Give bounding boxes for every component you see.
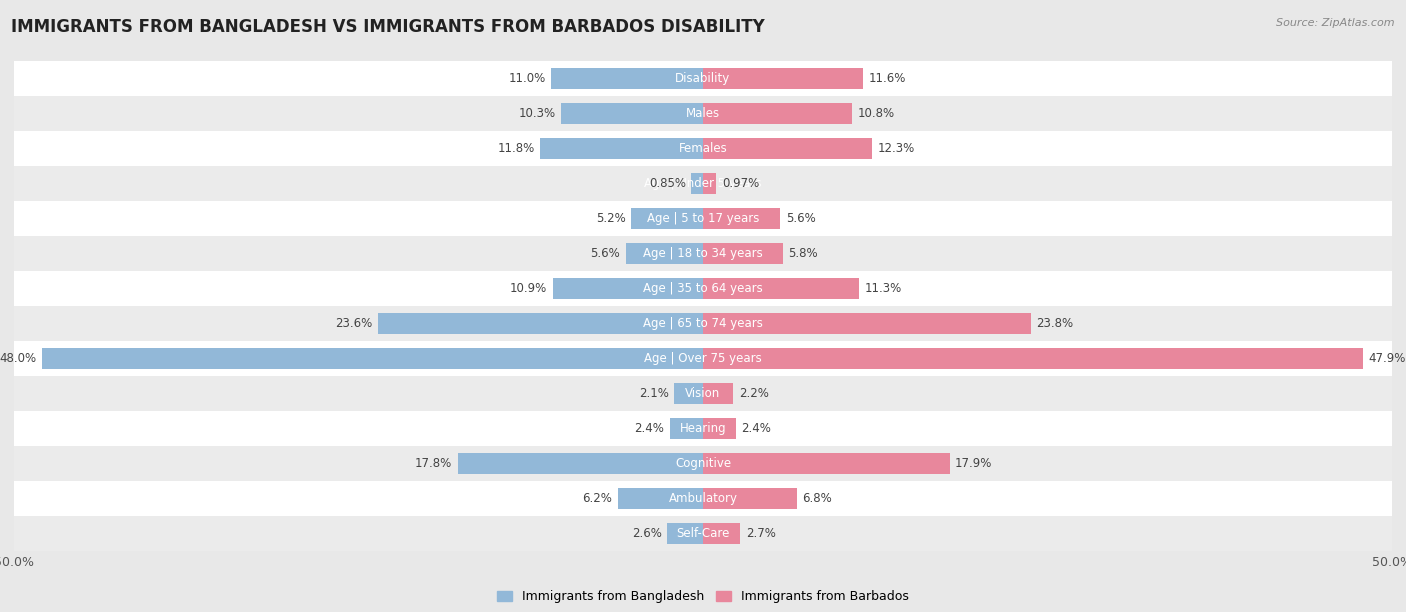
Text: 12.3%: 12.3% (877, 142, 915, 155)
Bar (703, 488, 797, 509)
Text: 10.9%: 10.9% (510, 282, 547, 295)
Text: 10.3%: 10.3% (519, 107, 555, 120)
Bar (703, 383, 734, 404)
Text: Age | 35 to 64 years: Age | 35 to 64 years (643, 282, 763, 295)
Text: Self-Care: Self-Care (676, 527, 730, 540)
Bar (14, 96, 1392, 131)
Bar (703, 313, 1031, 334)
Text: Age | 65 to 74 years: Age | 65 to 74 years (643, 317, 763, 330)
Text: Females: Females (679, 142, 727, 155)
Bar (692, 173, 703, 194)
Bar (703, 138, 873, 159)
Bar (703, 68, 863, 89)
Bar (378, 313, 703, 334)
Text: 2.7%: 2.7% (745, 527, 776, 540)
Bar (14, 411, 1392, 446)
Text: 11.8%: 11.8% (498, 142, 534, 155)
Text: 5.8%: 5.8% (789, 247, 818, 260)
Bar (703, 278, 859, 299)
Text: 11.3%: 11.3% (865, 282, 901, 295)
Text: Age | Under 5 years: Age | Under 5 years (644, 177, 762, 190)
Text: Vision: Vision (685, 387, 721, 400)
Text: Hearing: Hearing (679, 422, 727, 435)
Text: 5.6%: 5.6% (591, 247, 620, 260)
Bar (14, 271, 1392, 306)
Bar (703, 173, 717, 194)
Bar (617, 488, 703, 509)
Bar (14, 61, 1392, 96)
Bar (703, 418, 737, 439)
Text: Age | 5 to 17 years: Age | 5 to 17 years (647, 212, 759, 225)
Bar (14, 236, 1392, 271)
Bar (458, 453, 703, 474)
Bar (631, 208, 703, 229)
Text: 5.2%: 5.2% (596, 212, 626, 225)
Text: 2.1%: 2.1% (638, 387, 669, 400)
Text: 0.97%: 0.97% (721, 177, 759, 190)
Text: 0.85%: 0.85% (648, 177, 686, 190)
Bar (14, 516, 1392, 551)
Text: Source: ZipAtlas.com: Source: ZipAtlas.com (1277, 18, 1395, 28)
Text: Age | 18 to 34 years: Age | 18 to 34 years (643, 247, 763, 260)
Text: 11.0%: 11.0% (509, 72, 546, 85)
Bar (703, 453, 949, 474)
Text: 17.9%: 17.9% (955, 457, 993, 470)
Legend: Immigrants from Bangladesh, Immigrants from Barbados: Immigrants from Bangladesh, Immigrants f… (492, 585, 914, 608)
Bar (668, 523, 703, 544)
Text: Ambulatory: Ambulatory (668, 492, 738, 505)
Bar (703, 208, 780, 229)
Bar (14, 131, 1392, 166)
Bar (14, 166, 1392, 201)
Bar (703, 348, 1362, 369)
Bar (14, 376, 1392, 411)
Bar (703, 103, 852, 124)
Text: IMMIGRANTS FROM BANGLADESH VS IMMIGRANTS FROM BARBADOS DISABILITY: IMMIGRANTS FROM BANGLADESH VS IMMIGRANTS… (11, 18, 765, 36)
Text: 5.6%: 5.6% (786, 212, 815, 225)
Text: 2.2%: 2.2% (738, 387, 769, 400)
Bar (14, 341, 1392, 376)
Bar (551, 68, 703, 89)
Text: 48.0%: 48.0% (0, 352, 37, 365)
Text: 2.4%: 2.4% (741, 422, 772, 435)
Text: 23.8%: 23.8% (1036, 317, 1074, 330)
Bar (42, 348, 703, 369)
Bar (561, 103, 703, 124)
Bar (703, 523, 740, 544)
Text: 47.9%: 47.9% (1368, 352, 1406, 365)
Bar (703, 243, 783, 264)
Text: 23.6%: 23.6% (335, 317, 373, 330)
Text: Age | Over 75 years: Age | Over 75 years (644, 352, 762, 365)
Text: 6.8%: 6.8% (803, 492, 832, 505)
Bar (669, 418, 703, 439)
Bar (14, 446, 1392, 481)
Text: 2.6%: 2.6% (631, 527, 662, 540)
Text: Males: Males (686, 107, 720, 120)
Text: 2.4%: 2.4% (634, 422, 665, 435)
Text: Disability: Disability (675, 72, 731, 85)
Bar (14, 481, 1392, 516)
Bar (626, 243, 703, 264)
Bar (14, 306, 1392, 341)
Bar (553, 278, 703, 299)
Text: Cognitive: Cognitive (675, 457, 731, 470)
Bar (673, 383, 703, 404)
Text: 6.2%: 6.2% (582, 492, 612, 505)
Bar (540, 138, 703, 159)
Bar (14, 201, 1392, 236)
Text: 17.8%: 17.8% (415, 457, 453, 470)
Text: 10.8%: 10.8% (858, 107, 894, 120)
Text: 11.6%: 11.6% (869, 72, 905, 85)
